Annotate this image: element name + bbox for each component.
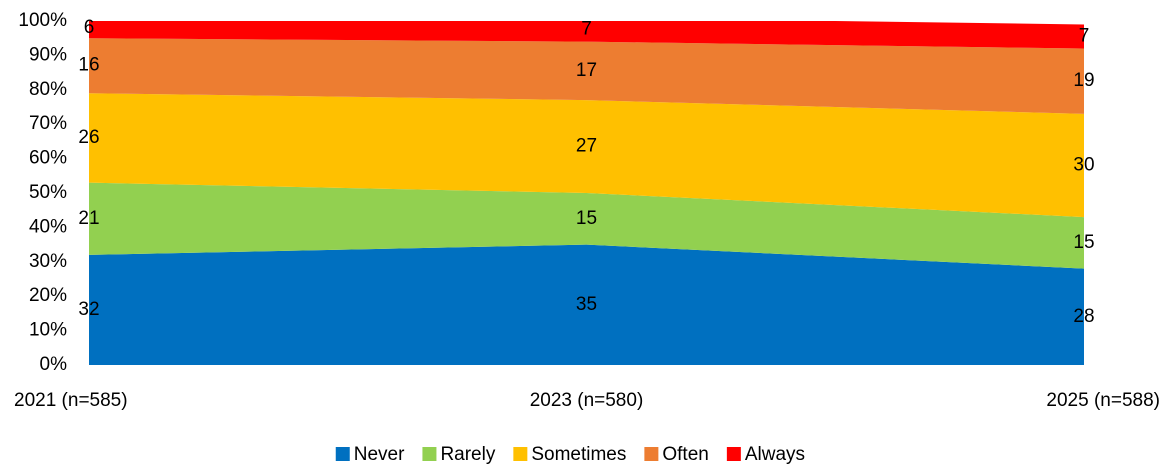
y-tick-label: 100%	[18, 10, 67, 31]
plot-area	[89, 21, 1084, 365]
data-label: 17	[576, 60, 597, 81]
legend-label: Often	[662, 444, 708, 465]
y-tick-label: 50%	[29, 182, 67, 203]
y-tick-label: 60%	[29, 148, 67, 169]
legend-label: Never	[354, 444, 405, 465]
data-label: 15	[576, 208, 597, 229]
data-label: 27	[576, 136, 597, 157]
area	[89, 93, 1084, 218]
data-label: 15	[1073, 232, 1094, 253]
y-tick-label: 40%	[29, 216, 67, 237]
legend-swatch	[422, 447, 437, 461]
area	[89, 38, 1084, 114]
y-tick-label: 30%	[29, 251, 67, 272]
legend-label: Rarely	[440, 444, 495, 465]
area	[89, 182, 1084, 269]
data-label: 21	[78, 208, 99, 229]
y-tick-label: 10%	[29, 320, 67, 341]
data-label: 6	[84, 17, 95, 38]
area	[89, 244, 1084, 365]
x-tick-label: 2023 (n=580)	[530, 390, 644, 411]
y-tick-label: 20%	[29, 285, 67, 306]
data-label: 7	[581, 19, 592, 40]
data-label: 7	[1079, 25, 1090, 46]
legend-swatch	[644, 447, 659, 461]
y-tick-label: 70%	[29, 113, 67, 134]
legend-swatch	[726, 447, 741, 461]
data-label: 26	[78, 127, 99, 148]
data-label: 30	[1073, 154, 1094, 175]
data-label: 28	[1073, 306, 1094, 327]
x-tick-label: 2021 (n=585)	[14, 390, 128, 411]
data-label: 32	[78, 299, 99, 320]
area	[89, 21, 1084, 49]
x-tick-label: 2025 (n=588)	[1046, 390, 1160, 411]
legend-label: Sometimes	[531, 444, 626, 465]
data-label: 35	[576, 294, 597, 315]
y-tick-label: 90%	[29, 44, 67, 65]
legend-swatch	[335, 447, 350, 461]
legend-label: Always	[745, 444, 805, 465]
y-tick-label: 0%	[40, 354, 68, 375]
data-label: 19	[1073, 70, 1094, 91]
legend-swatch	[513, 447, 528, 461]
y-tick-label: 80%	[29, 79, 67, 100]
data-label: 16	[78, 55, 99, 76]
